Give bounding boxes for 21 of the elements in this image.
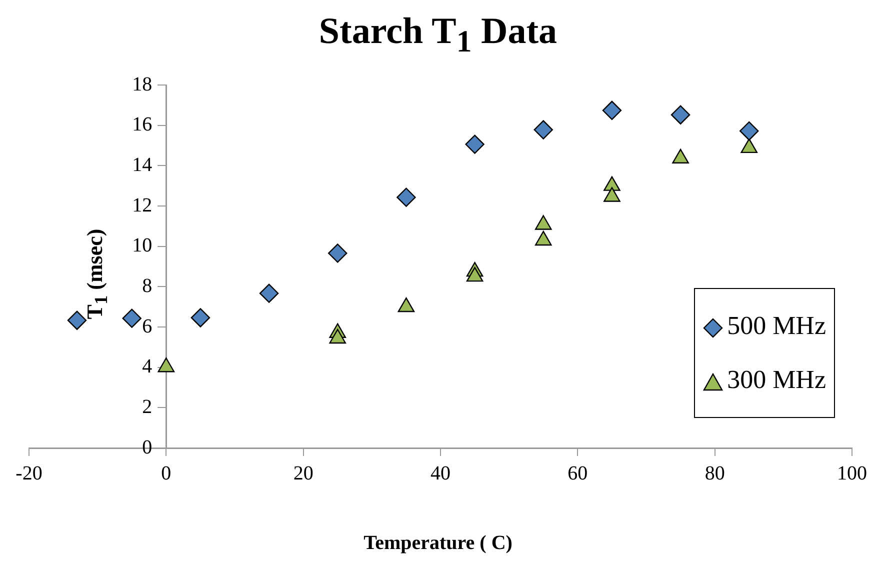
y-tick-label: 14 [132,154,152,176]
x-tick-label: 20 [293,462,314,484]
y-tick-label: 0 [142,436,152,458]
legend-label: 300 MHz [726,364,826,396]
x-tick-label: 0 [161,462,172,484]
x-tick-label: 80 [704,462,725,484]
y-tick-label: 6 [142,315,152,338]
y-tick-label: 10 [132,234,152,257]
x-tick-label: -20 [16,462,42,484]
chart-title: Starch T$_{1}$ Data [318,10,558,60]
x-tick-label: 40 [430,462,450,484]
x-axis-title: Temperature ( C) [362,532,514,555]
x-tick-label: 60 [568,462,588,484]
y-tick-label: 12 [132,194,152,216]
legend-label: 500 MHz [726,310,826,342]
x-tick-label: 100 [837,462,867,484]
y-tick-label: 18 [132,73,152,96]
y-tick-label: 2 [142,396,152,418]
y-tick-label: 4 [142,356,152,378]
y-tick-label: 16 [132,114,152,136]
y-tick-label: 8 [142,274,152,297]
